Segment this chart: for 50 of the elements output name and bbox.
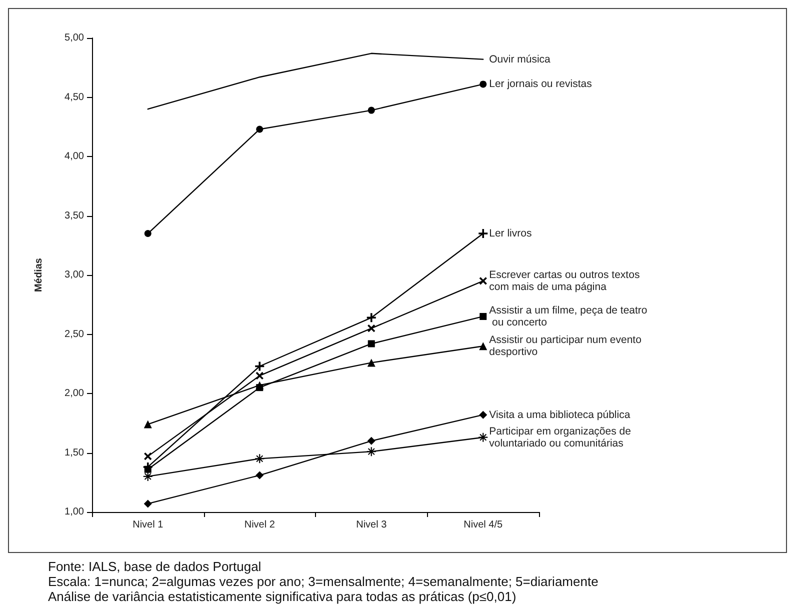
- point: [256, 372, 264, 380]
- point: [480, 80, 487, 88]
- series-label: Participar em organizações de voluntariado ou comunitárias: [489, 425, 634, 450]
- x-tick-label: Nivel 4/5: [464, 520, 504, 530]
- series-label: Ler jornais ou revistas: [489, 78, 592, 90]
- series-label: Assistir a um filme, peça de teatro ou concerto: [489, 304, 648, 328]
- x-tick-label: Nivel 3: [356, 520, 388, 530]
- point: [144, 452, 152, 460]
- y-axis-title: Médias: [34, 258, 44, 292]
- point: [256, 126, 264, 133]
- y-tick-label: 2,50: [64, 328, 84, 340]
- series-label: Ouvir música: [489, 53, 551, 66]
- point: [256, 381, 264, 390]
- series-label: Assistir ou participar num evento desportivo: [489, 334, 644, 358]
- point: [367, 436, 376, 445]
- point: [255, 362, 264, 371]
- y-tick-label: 1,00: [64, 506, 84, 518]
- point: [143, 472, 152, 481]
- y-tick-label: 4,00: [64, 151, 84, 162]
- point: [144, 420, 152, 428]
- series-label: Visita a uma biblioteca pública: [489, 408, 630, 421]
- x-tick-label: Nivel 2: [244, 520, 276, 530]
- point: [368, 340, 375, 348]
- y-tick-label: 5,00: [64, 32, 84, 44]
- y-tick-label: 1,50: [64, 447, 84, 458]
- point: [144, 466, 152, 473]
- line-series: [147, 52, 484, 110]
- x-tick-label: Nivel 1: [132, 520, 164, 530]
- point: [367, 358, 376, 367]
- point: [479, 277, 487, 285]
- point: [144, 500, 152, 508]
- series-label: Ler livros: [489, 228, 532, 240]
- series-label: Escrever cartas ou outros textos com mais de uma página: [489, 268, 643, 293]
- point: [366, 313, 376, 322]
- point: [478, 229, 488, 238]
- y-tick-label: 3,00: [64, 270, 84, 280]
- point: [366, 447, 376, 456]
- source-note: Fonte: IALS, base de dados Portugal: [48, 559, 262, 574]
- y-tick-label: 3,50: [64, 210, 84, 222]
- point: [368, 324, 376, 332]
- y-tick-label: 4,50: [64, 92, 84, 103]
- text: Análise de variância estatisticamente significativa para todas as práticas (p≤0,01): [48, 589, 518, 604]
- y-tick-label: 2,00: [64, 388, 84, 399]
- point: [479, 342, 488, 350]
- point: [368, 106, 375, 114]
- point: [480, 312, 487, 320]
- point: [479, 410, 488, 419]
- point: [256, 471, 264, 480]
- point: [144, 230, 152, 238]
- text: Escala: 1=nunca; 2=algumas vezes por ano; 3=mensalmente; 4=semanalmente; 5=diariamente: [48, 574, 600, 589]
